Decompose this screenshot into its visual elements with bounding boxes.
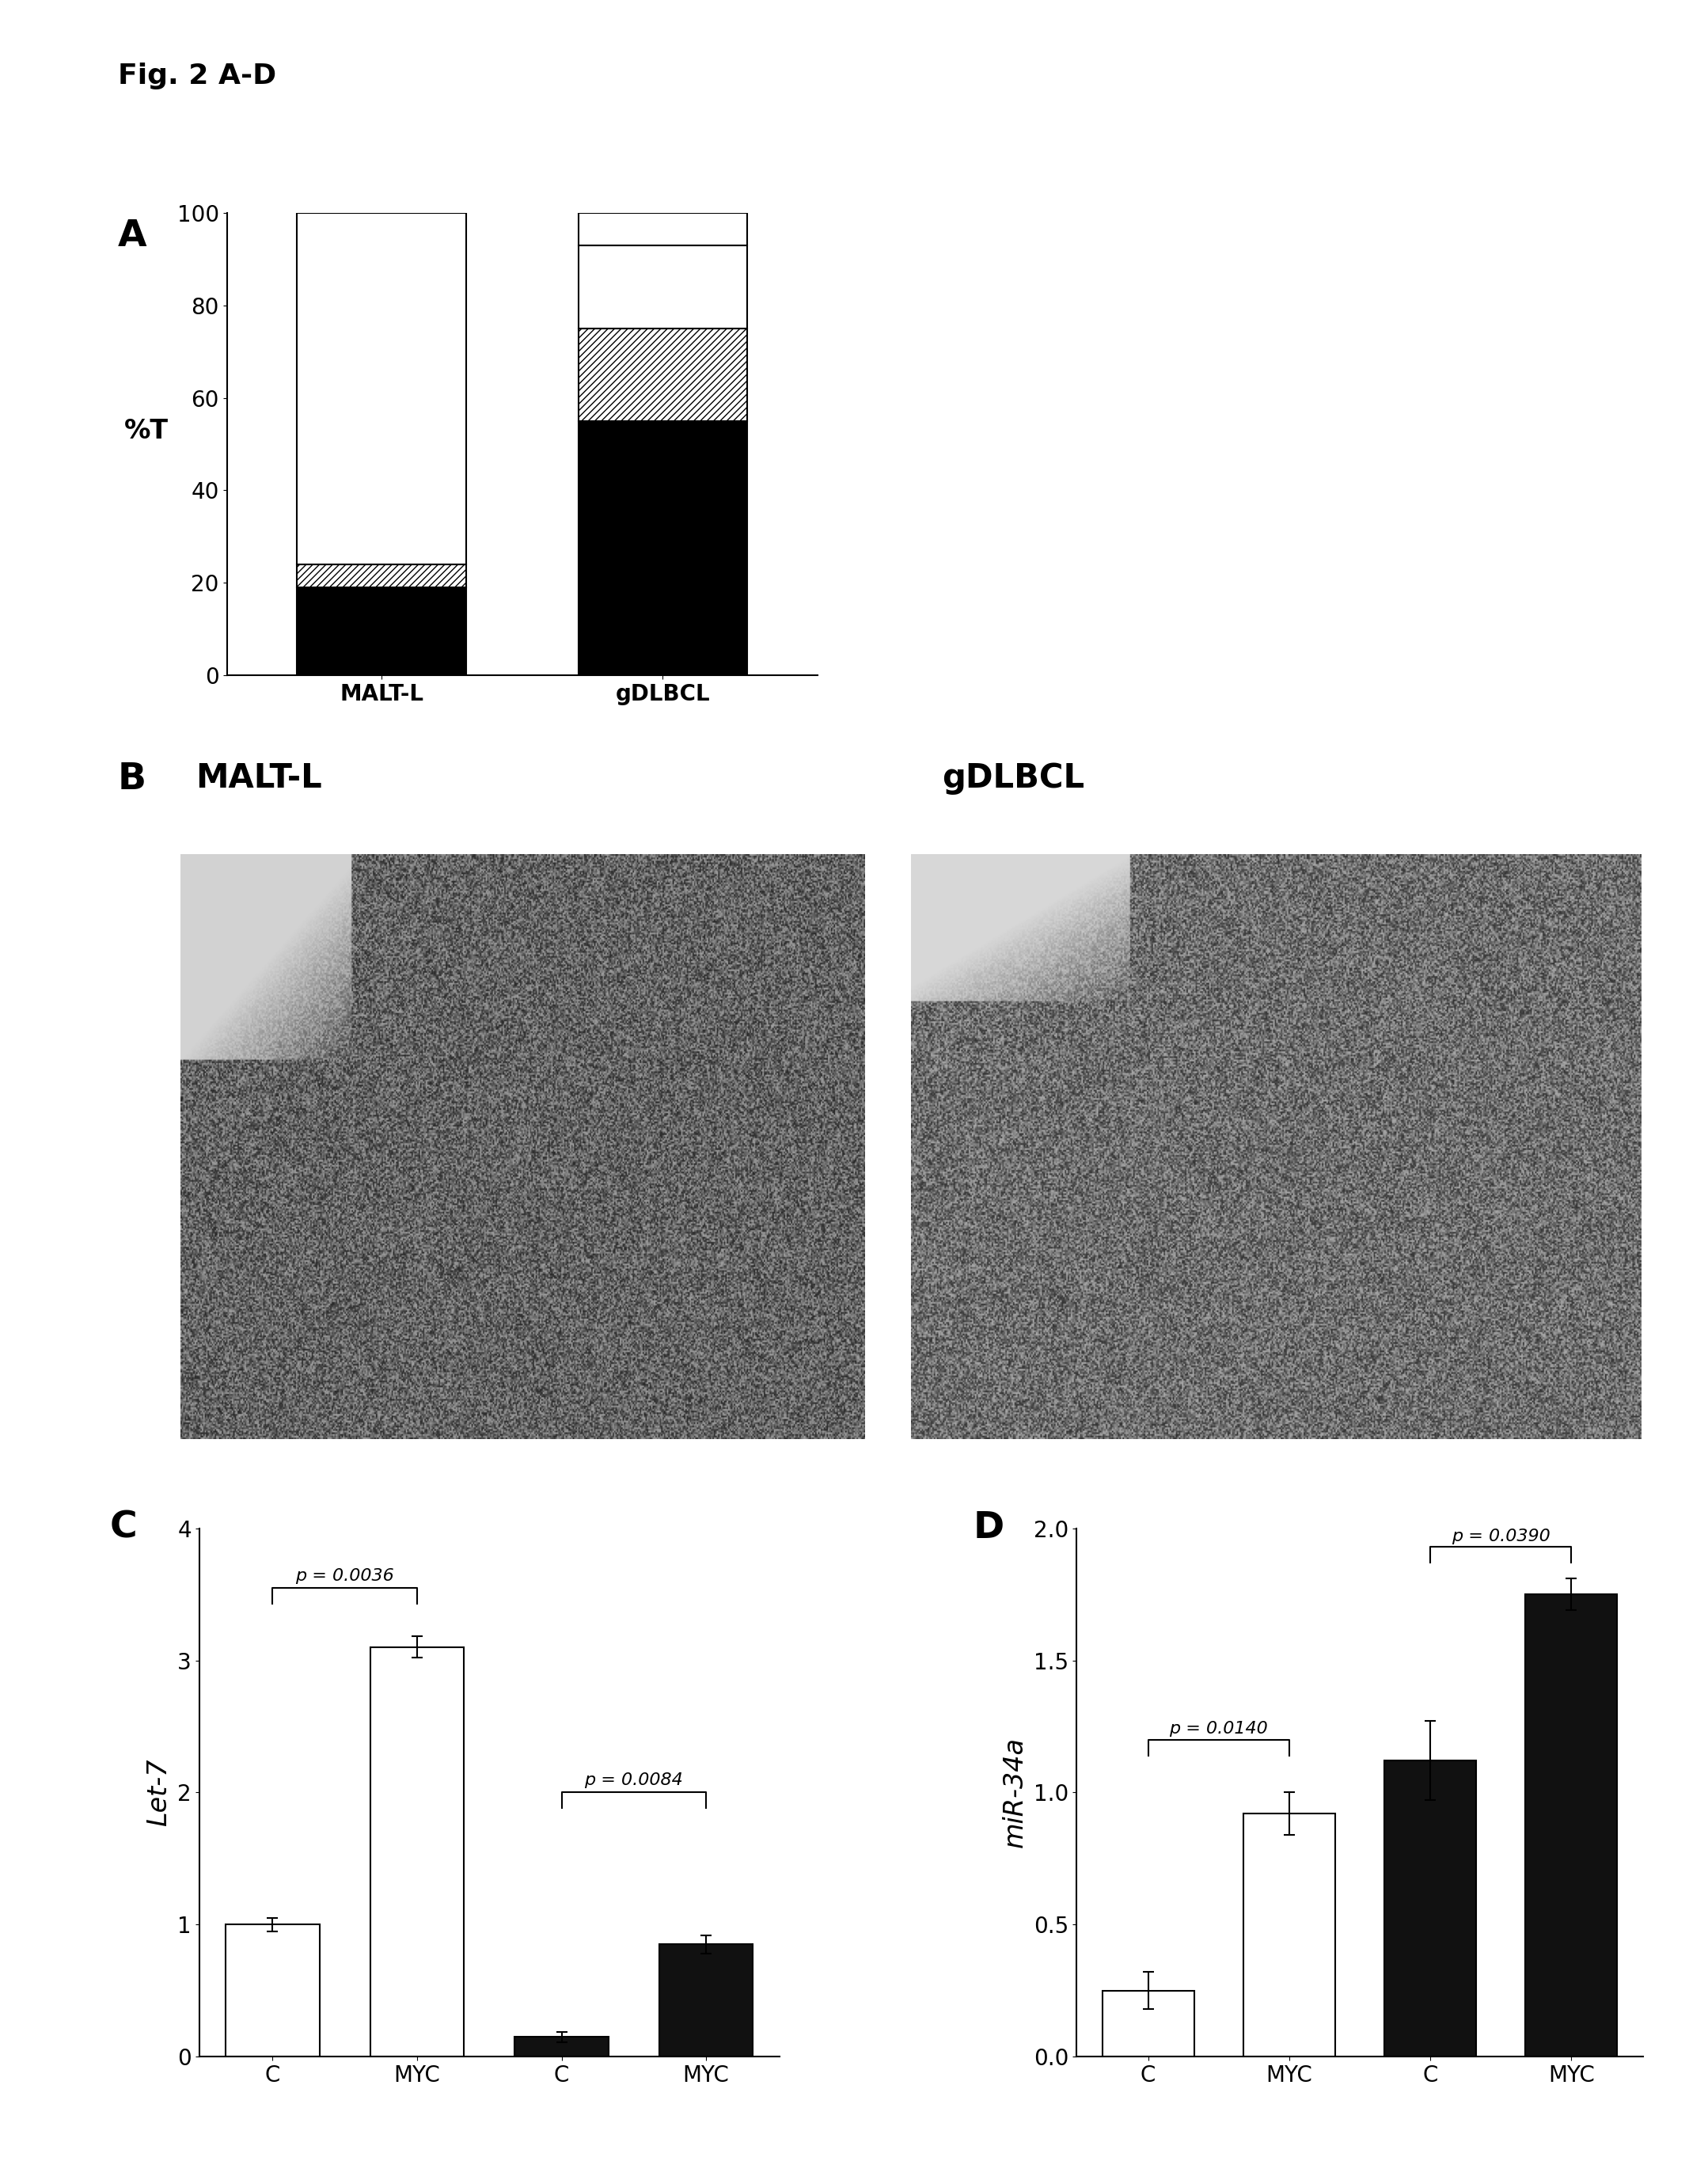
Text: A: A	[118, 218, 147, 253]
Text: Fig. 2 A-D: Fig. 2 A-D	[118, 63, 277, 89]
Text: D: D	[974, 1511, 1004, 1546]
Text: C: C	[109, 1511, 137, 1546]
Text: gDLBCL: gDLBCL	[941, 761, 1085, 796]
Text: B: B	[118, 761, 147, 798]
Text: MALT-L: MALT-L	[196, 761, 323, 796]
